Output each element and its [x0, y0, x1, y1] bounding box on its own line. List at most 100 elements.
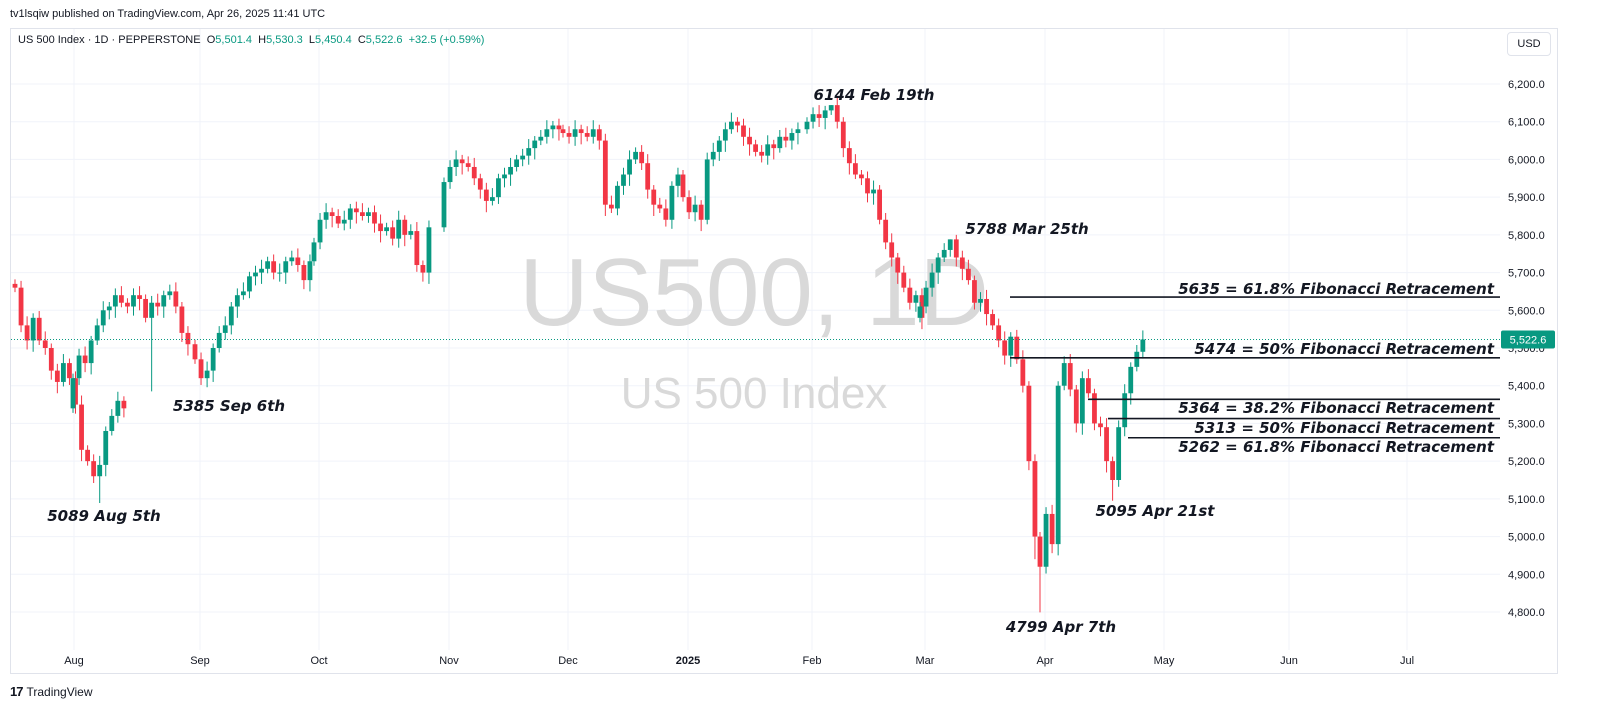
candle-body [1086, 378, 1091, 394]
x-tick-label: May [1154, 655, 1175, 667]
candle-body [167, 291, 173, 296]
candle-body [502, 174, 507, 179]
candle-body [716, 140, 722, 152]
candle-body [990, 314, 995, 326]
candle-body [247, 276, 252, 292]
candle-body [686, 197, 692, 213]
candle-body [335, 216, 341, 224]
fib-level-label: 5474 = 50% Fibonacci Retracement [1194, 340, 1494, 358]
candle-body [1020, 359, 1026, 386]
candle-body [859, 174, 864, 179]
candle-body [771, 144, 777, 149]
candle-body [119, 295, 124, 303]
candle-body [323, 212, 329, 220]
candle-body [483, 189, 489, 201]
candle-body [692, 204, 698, 213]
candle-body [514, 159, 519, 167]
fib-level-label: 5313 = 50% Fibonacci Retracement [1194, 419, 1494, 437]
candle-body [143, 298, 148, 318]
candle-body [185, 332, 191, 345]
candle-body [1049, 513, 1055, 545]
swing-annotation: 5095 Apr 21st [1096, 502, 1216, 520]
candle-body [917, 306, 923, 318]
candle-body [704, 159, 710, 220]
candle-body [753, 144, 758, 152]
candle-body [609, 204, 614, 209]
x-tick-label: Jul [1400, 655, 1414, 667]
x-tick-label: Aug [64, 655, 84, 667]
candle-body [853, 163, 858, 175]
y-tick-label: 5,700.0 [1508, 268, 1545, 280]
candle-body [1032, 461, 1038, 537]
candle-body [121, 400, 127, 409]
candle-body [100, 310, 106, 326]
candle-body [301, 265, 307, 281]
candle-body [30, 317, 36, 341]
legend-low-label: L [308, 34, 316, 46]
candle-body [657, 204, 663, 209]
candle-body [840, 121, 846, 149]
candle-body [789, 133, 795, 141]
candle-body [36, 317, 42, 341]
candle-body [759, 151, 765, 156]
fib-level-label: 5635 = 61.8% Fibonacci Retracement [1178, 280, 1495, 298]
candle-body [210, 348, 216, 371]
x-tick-label: Oct [310, 655, 327, 667]
candle-body [1092, 393, 1097, 424]
candle-body [234, 295, 240, 307]
legend-low-value: 5,450.4 [315, 34, 352, 46]
candle-body [179, 306, 185, 333]
y-tick-label: 4,800.0 [1508, 607, 1545, 619]
candle-body [82, 355, 88, 364]
candle-body [615, 185, 620, 209]
publish-info: tv1lsqiw published on TradingView.com, A… [10, 8, 326, 20]
candle-body [602, 140, 608, 205]
candle-body [76, 355, 82, 379]
candle-body [48, 348, 54, 371]
candle-body [526, 148, 532, 156]
candle-body [1055, 385, 1061, 545]
x-tick-label: Apr [1036, 655, 1053, 667]
y-tick-label: 5,900.0 [1508, 192, 1545, 204]
candle-body [822, 110, 828, 118]
y-tick-label: 5,800.0 [1508, 230, 1545, 242]
candle-body [1067, 363, 1073, 390]
candle-body [453, 159, 459, 167]
candle-body [131, 295, 136, 307]
candle-body [125, 302, 130, 307]
candle-body [289, 257, 295, 262]
candle-body [566, 133, 572, 137]
candle-body [710, 151, 716, 160]
x-tick-label: Jun [1280, 655, 1298, 667]
candle-body [698, 204, 704, 220]
candle-body [532, 140, 538, 149]
fib-level-label: 5364 = 38.2% Fibonacci Retracement [1178, 399, 1495, 417]
legend-open-value: 5,501.4 [215, 34, 252, 46]
candle-body [61, 363, 66, 382]
candle-body [366, 212, 371, 216]
candle-body [834, 105, 840, 122]
candle-body [578, 129, 584, 134]
candle-body [173, 291, 179, 307]
footer-branding: 17 TradingView [10, 684, 93, 699]
candle-body [596, 129, 602, 141]
y-tick-label: 5,100.0 [1508, 494, 1545, 506]
candle-body [889, 242, 895, 258]
candle-body [155, 302, 161, 307]
candle-body [520, 155, 526, 160]
candle-body [978, 298, 983, 303]
currency-button[interactable]: USD [1507, 32, 1551, 56]
candle-body [372, 212, 377, 224]
candle-body [347, 208, 353, 220]
candle-body [883, 219, 889, 243]
candle-body [85, 449, 90, 462]
legend-open-label: O [206, 34, 216, 46]
x-tick-label: 2025 [676, 655, 700, 667]
candle-body [1043, 513, 1049, 567]
tradingview-logo-icon: 17 [10, 684, 24, 699]
legend-change: +32.5 (+0.59%) [408, 34, 485, 46]
candle-body [783, 136, 789, 141]
y-tick-label: 5,600.0 [1508, 305, 1545, 317]
candle-body [70, 378, 76, 409]
